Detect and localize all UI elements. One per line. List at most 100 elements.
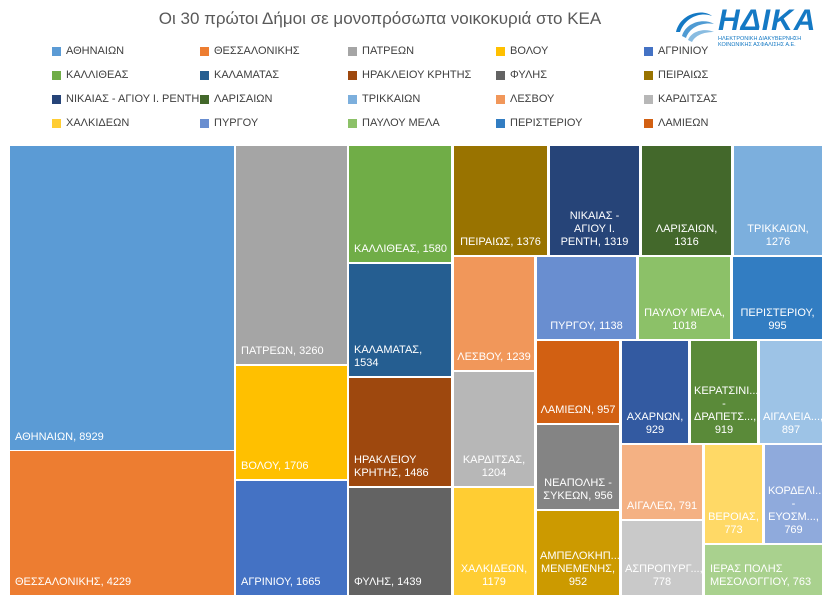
treemap-tile-label: ΒΕΡΟΙΑΣ, 773 <box>708 511 759 536</box>
treemap-tile: ΠΕΡΙΣΤΕΡΙΟΥ, 995 <box>733 257 822 339</box>
treemap-tile-label: ΑΣΠΡΟΠΥΡΓ..., 778 <box>625 563 702 588</box>
treemap-tile: ΚΟΡΔΕΛΙ... - ΕΥΟΣΜ..., 769 <box>765 445 822 543</box>
treemap-tile: ΠΕΙΡΑΙΩΣ, 1376 <box>454 146 547 255</box>
treemap-tile-label: ΤΡΙΚΚΑΙΩΝ, 1276 <box>747 223 809 248</box>
treemap-tile-label: ΠΕΡΙΣΤΕΡΙΟΥ, 995 <box>740 307 815 332</box>
treemap-tile-label: ΙΕΡΑΣ ΠΟΛΗΣ ΜΕΣΟΛΟΓΓΙΟΥ, 763 <box>710 563 812 588</box>
treemap-tile: ΙΕΡΑΣ ΠΟΛΗΣ ΜΕΣΟΛΟΓΓΙΟΥ, 763 <box>705 545 822 595</box>
treemap-tile-label: ΠΕΙΡΑΙΩΣ, 1376 <box>460 236 541 248</box>
legend-label: ΛΑΜΙΕΩΝ <box>658 117 709 129</box>
company-logo: ΗΔΙΚΑ ΗΛΕΚΤΡΟΝΙΚΗ ΔΙΑΚΥΒΕΡΝΗΣΗ ΚΟΙΝΩΝΙΚΗ… <box>672 4 824 48</box>
treemap-tile: ΝΙΚΑΙΑΣ - ΑΓΙΟΥ Ι. ΡΕΝΤΗ, 1319 <box>550 146 639 255</box>
treemap-tile: ΧΑΛΚΙΔΕΩΝ, 1179 <box>454 488 534 595</box>
legend-swatch <box>52 119 61 128</box>
legend-swatch <box>644 47 653 56</box>
treemap-tile: ΦΥΛΗΣ, 1439 <box>349 488 451 595</box>
treemap-tile-label: ΧΑΛΚΙΔΕΩΝ, 1179 <box>460 563 528 588</box>
legend-label: ΧΑΛΚΙΔΕΩΝ <box>66 117 130 129</box>
treemap-tile-label: ΑΘΗΝΑΙΩΝ, 8929 <box>15 431 104 443</box>
treemap-tile-label: ΗΡΑΚΛΕΙΟΥ ΚΡΗΤΗΣ, 1486 <box>354 454 429 479</box>
treemap-tile: ΛΑΡΙΣΑΙΩΝ, 1316 <box>642 146 731 255</box>
treemap-tile: ΠΑΥΛΟΥ ΜΕΛΑ, 1018 <box>639 257 730 339</box>
legend-label: ΚΑΛΛΙΘΕΑΣ <box>66 69 129 81</box>
legend-swatch <box>348 95 357 104</box>
logo-name: ΗΔΙΚΑ <box>718 4 817 37</box>
legend-label: ΑΘΗΝΑΙΩΝ <box>66 45 125 57</box>
legend-label: ΠΑΥΛΟΥ ΜΕΛΑ <box>362 117 440 129</box>
treemap-tile: ΚΕΡΑΤΣΙΝΙ... - ΔΡΑΠΕΤΣ..., 919 <box>691 341 757 443</box>
legend-label: ΠΕΙΡΑΙΩΣ <box>658 69 709 81</box>
treemap-tile-label: ΑΙΓΑΛΕΩ, 791 <box>626 500 698 512</box>
legend-swatch <box>644 95 653 104</box>
legend-swatch <box>644 119 653 128</box>
treemap-tile-label: ΝΙΚΑΙΑΣ - ΑΓΙΟΥ Ι. ΡΕΝΤΗ, 1319 <box>560 210 629 248</box>
chart-legend: ΑΘΗΝΑΙΩΝ ΘΕΣΣΑΛΟΝΙΚΗΣ ΠΑΤΡΕΩΝ ΒΟΛΟΥ ΑΓΡΙΝΙΟΥ… <box>52 44 772 136</box>
treemap-tile: ΘΕΣΣΑΛΟΝΙΚΗΣ, 4229 <box>10 451 234 595</box>
treemap-tile: ΠΥΡΓΟΥ, 1138 <box>537 257 636 339</box>
legend-label: ΒΟΛΟΥ <box>510 45 549 57</box>
treemap-tile: ΝΕΑΠΟΛΗΣ - ΣΥΚΕΩΝ, 956 <box>537 425 619 509</box>
chart-title: Οι 30 πρώτοι Δήμοι σε μονοπρόσωπα νοικοκ… <box>158 9 602 28</box>
treemap-tile: ΚΑΡΔΙΤΣΑΣ, 1204 <box>454 372 534 486</box>
treemap-tile: ΑΓΡΙΝΙΟΥ, 1665 <box>236 481 347 595</box>
legend-label: ΑΓΡΙΝΙΟΥ <box>658 45 709 57</box>
treemap-tile: ΗΡΑΚΛΕΙΟΥ ΚΡΗΤΗΣ, 1486 <box>349 378 451 486</box>
treemap-tile-label: ΑΓΡΙΝΙΟΥ, 1665 <box>241 576 321 588</box>
treemap-tile-label: ΦΥΛΗΣ, 1439 <box>354 576 422 588</box>
treemap-tile-label: ΛΑΡΙΣΑΙΩΝ, 1316 <box>655 223 718 248</box>
treemap-tile-label: ΛΑΜΙΕΩΝ, 957 <box>540 404 616 416</box>
treemap-tile: ΛΑΜΙΕΩΝ, 957 <box>537 341 619 423</box>
legend-label: ΤΡΙΚΚΑΙΩΝ <box>362 93 421 105</box>
treemap-tile-label: ΠΑΤΡΕΩΝ, 3260 <box>241 345 324 357</box>
legend-label: ΚΑΛΑΜΑΤΑΣ <box>214 69 280 81</box>
legend-swatch <box>496 71 505 80</box>
treemap-tile: ΒΕΡΟΙΑΣ, 773 <box>705 445 762 543</box>
treemap-tile-label: ΚΑΛΑΜΑΤΑΣ, 1534 <box>354 344 423 369</box>
logo-swirl-icon <box>676 12 714 42</box>
legend-swatch <box>348 47 357 56</box>
legend-label: ΗΡΑΚΛΕΙΟΥ ΚΡΗΤΗΣ <box>362 69 472 81</box>
legend-swatch <box>52 71 61 80</box>
treemap-tile-label: ΚΟΡΔΕΛΙ... - ΕΥΟΣΜ..., 769 <box>768 485 822 536</box>
treemap-tile: ΑΜΠΕΛΟΚΗΠ... ΜΕΝΕΜΕΝΗΣ, 952 <box>537 511 619 595</box>
legend-label: ΛΑΡΙΣΑΙΩΝ <box>214 93 273 105</box>
treemap-tile: ΑΘΗΝΑΙΩΝ, 8929 <box>10 146 234 450</box>
treemap-tile: ΚΑΛΑΜΑΤΑΣ, 1534 <box>349 264 451 376</box>
treemap-tile: ΚΑΛΛΙΘΕΑΣ, 1580 <box>349 146 451 262</box>
treemap-tile: ΑΧΑΡΝΩΝ, 929 <box>622 341 688 443</box>
legend-label: ΝΙΚΑΙΑΣ - ΑΓΙΟΥ Ι. ΡΕΝΤΗ <box>66 93 200 105</box>
treemap-tile-label: ΚΑΡΔΙΤΣΑΣ, 1204 <box>462 454 526 479</box>
treemap-tile-label: ΠΑΥΛΟΥ ΜΕΛΑ, 1018 <box>644 307 725 332</box>
treemap-tile-label: ΑΧΑΡΝΩΝ, 929 <box>626 411 684 436</box>
legend-swatch <box>496 95 505 104</box>
treemap-tile: ΒΟΛΟΥ, 1706 <box>236 366 347 479</box>
legend-swatch <box>200 119 209 128</box>
treemap-tile: ΑΙΓΑΛΕΙΑ..., 897 <box>760 341 822 443</box>
treemap-tile-label: ΝΕΑΠΟΛΗΣ - ΣΥΚΕΩΝ, 956 <box>543 477 613 502</box>
treemap-tile: ΑΙΓΑΛΕΩ, 791 <box>622 445 702 519</box>
treemap-tile-label: ΑΙΓΑΛΕΙΑ..., 897 <box>763 411 822 436</box>
treemap-tile: ΛΕΣΒΟΥ, 1239 <box>454 257 534 370</box>
legend-label: ΠΥΡΓΟΥ <box>214 117 259 129</box>
legend-label: ΦΥΛΗΣ <box>510 69 548 81</box>
legend-swatch <box>52 95 61 104</box>
treemap-tile-label: ΚΕΡΑΤΣΙΝΙ... - ΔΡΑΠΕΤΣ..., 919 <box>694 385 757 436</box>
legend-swatch <box>496 119 505 128</box>
treemap-tile: ΑΣΠΡΟΠΥΡΓ..., 778 <box>622 521 702 595</box>
treemap-tile-label: ΛΕΣΒΟΥ, 1239 <box>457 351 531 363</box>
legend-swatch <box>496 47 505 56</box>
legend-swatch <box>348 71 357 80</box>
treemap-tile-label: ΑΜΠΕΛΟΚΗΠ... ΜΕΝΕΜΕΝΗΣ, 952 <box>540 550 619 588</box>
treemap-tile: ΠΑΤΡΕΩΝ, 3260 <box>236 146 347 364</box>
legend-label: ΠΑΤΡΕΩΝ <box>362 45 415 57</box>
legend-label: ΠΕΡΙΣΤΕΡΙΟΥ <box>510 117 583 129</box>
legend-swatch <box>644 71 653 80</box>
treemap-tile-label: ΘΕΣΣΑΛΟΝΙΚΗΣ, 4229 <box>15 576 132 588</box>
legend-swatch <box>52 47 61 56</box>
legend-label: ΚΑΡΔΙΤΣΑΣ <box>658 93 718 105</box>
legend-label: ΘΕΣΣΑΛΟΝΙΚΗΣ <box>214 45 300 57</box>
treemap-tile-label: ΚΑΛΛΙΘΕΑΣ, 1580 <box>354 243 448 255</box>
legend-swatch <box>200 95 209 104</box>
treemap-tile-label: ΠΥΡΓΟΥ, 1138 <box>550 320 623 332</box>
